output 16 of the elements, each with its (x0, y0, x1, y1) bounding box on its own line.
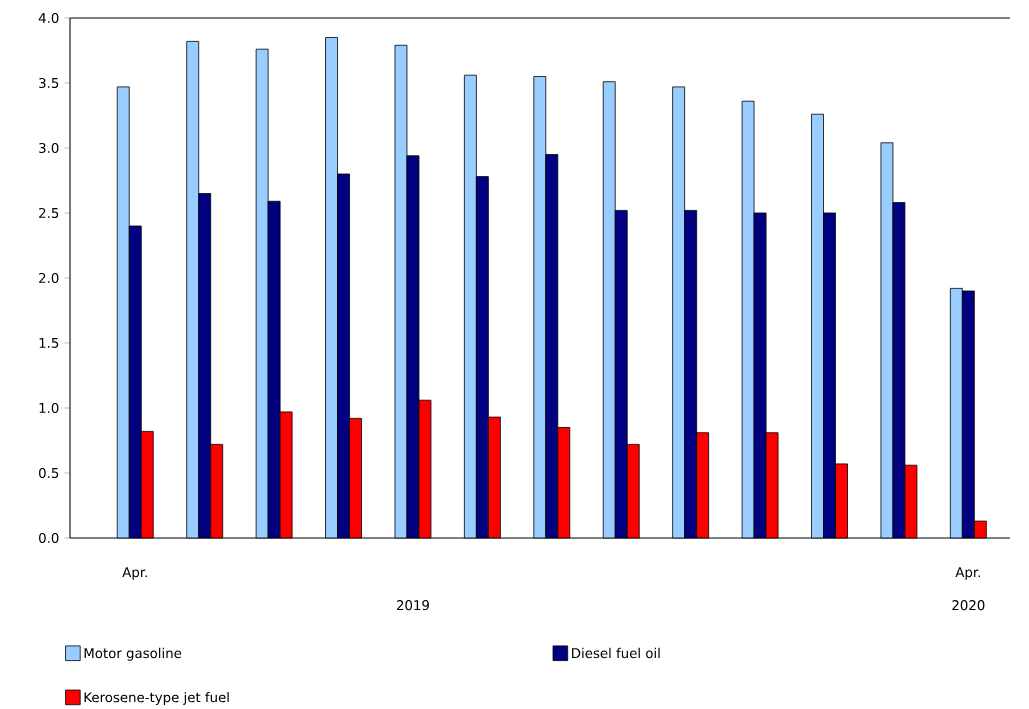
x-tick-label: Apr. (122, 567, 147, 580)
legend-label: Diesel fuel oil (572, 647, 660, 659)
y-tick-label: 1.0 (39, 402, 59, 414)
y-tick-label: 0.0 (39, 532, 59, 544)
text: 2019 (396, 600, 429, 611)
legend-label: Kerosene-type jet fuel (84, 691, 229, 705)
text: 2020 (952, 600, 985, 611)
y-tick-label: 2.0 (39, 272, 59, 284)
y-tick-label: 0.5 (39, 467, 59, 479)
y-tick-label: 3.5 (39, 77, 59, 89)
y-tick-label: 4.0 (38, 12, 59, 24)
y-tick-label: 3.0 (39, 142, 59, 154)
legend-label: Motor gasoline (84, 647, 182, 661)
y-tick-label: 1.5 (39, 338, 59, 348)
x-tick-label: Apr. (955, 567, 980, 580)
y-tick-label: 2.5 (39, 207, 59, 219)
